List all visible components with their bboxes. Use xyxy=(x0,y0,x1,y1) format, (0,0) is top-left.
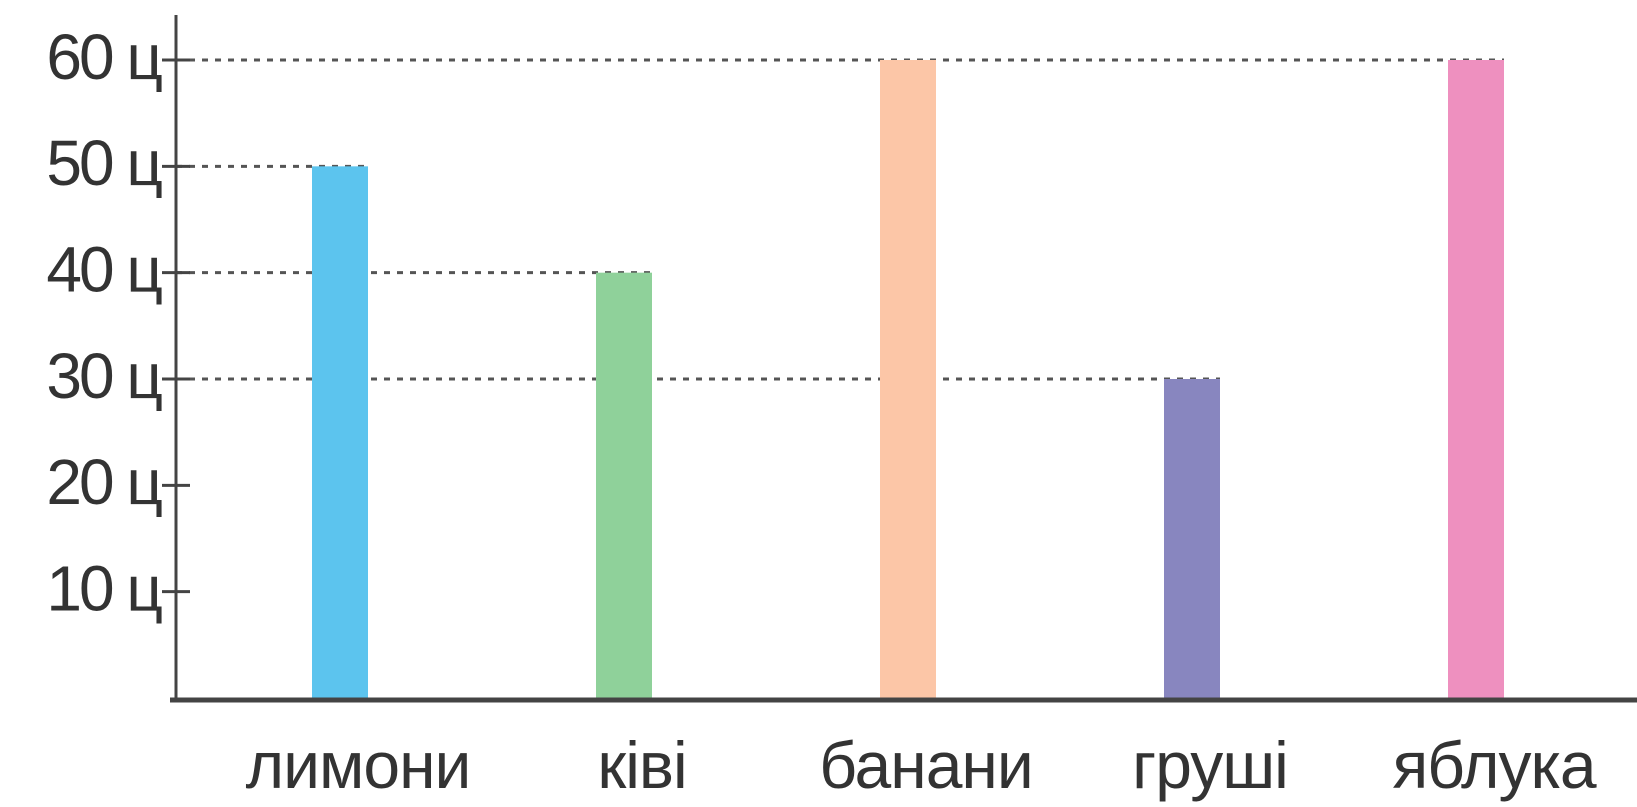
bar-яблука xyxy=(1448,60,1504,698)
guide-lines xyxy=(176,58,1504,381)
bar-лимони xyxy=(312,166,368,699)
bars xyxy=(312,60,1504,699)
y-tick-label-40: 40 ц xyxy=(46,234,162,306)
bar-груші xyxy=(1164,379,1220,698)
y-tick-label-50: 50 ц xyxy=(46,127,162,199)
bar-банани xyxy=(880,60,936,698)
y-tick-label-20: 20 ц xyxy=(46,446,162,518)
bar-ківі xyxy=(596,272,652,698)
category-label-лимони: лимони xyxy=(246,728,471,802)
y-tick-label-60: 60 ц xyxy=(46,21,162,93)
category-label-банани: банани xyxy=(819,728,1032,802)
category-label-ківі: ківі xyxy=(597,728,686,802)
axes xyxy=(170,15,1637,703)
y-tick-labels: 10 ц 20 ц 30 ц 40 ц 50 ц 60 ц xyxy=(46,21,165,625)
category-label-яблука: яблука xyxy=(1392,728,1596,802)
category-label-груші: груші xyxy=(1132,728,1288,802)
category-labels: лимони ківі банани груші яблука xyxy=(246,728,1598,802)
y-tick-label-30: 30 ц xyxy=(46,340,162,412)
y-tick-label-10: 10 ц xyxy=(46,553,162,625)
y-ticks xyxy=(162,58,190,594)
